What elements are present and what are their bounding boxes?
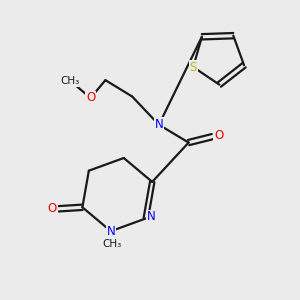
Text: N: N [147, 211, 155, 224]
Text: O: O [214, 129, 224, 142]
Text: CH₃: CH₃ [60, 76, 80, 86]
Text: CH₃: CH₃ [103, 239, 122, 249]
Text: O: O [86, 92, 95, 104]
Text: O: O [47, 202, 57, 215]
Text: N: N [154, 118, 163, 131]
Text: N: N [106, 225, 115, 238]
Text: S: S [190, 61, 197, 74]
